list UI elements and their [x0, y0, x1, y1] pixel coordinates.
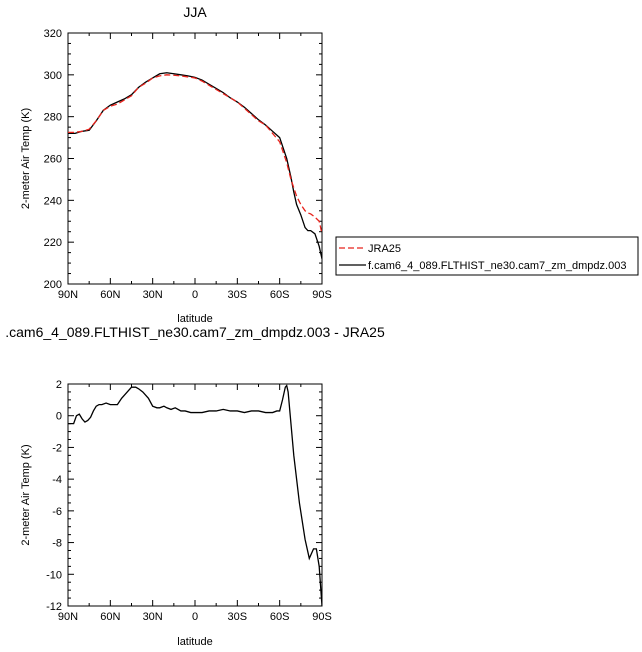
legend-entry: f.cam6_4_089.FLTHIST_ne30.cam7_zm_dmpdz.… [368, 260, 626, 272]
x-tick-label: 30N [143, 611, 163, 623]
x-tick-label: 0 [192, 289, 198, 301]
x-tick-label: 30S [228, 611, 248, 623]
y-tick-label: -4 [52, 474, 62, 486]
x-tick-label: 90N [58, 611, 78, 623]
y-axis-label: 2-meter Air Temp (K) [20, 444, 32, 545]
x-tick-label: 60S [270, 611, 290, 623]
x-tick-label: 60S [270, 289, 290, 301]
plot-frame [67, 32, 323, 285]
panel-2: .cam6_4_089.FLTHIST_ne30.cam7_zm_dmpdz.0… [5, 324, 385, 648]
y-tick-label: -2 [52, 442, 62, 454]
y-tick-label: -10 [46, 569, 62, 581]
plot-frame [67, 383, 323, 607]
y-tick-label: -12 [46, 601, 62, 613]
x-tick-label: 60N [100, 611, 120, 623]
x-tick-label: 90S [312, 289, 332, 301]
series-line-1 [68, 384, 322, 606]
panel-1: JJA 90N 60N 30N 0 30S 60S 90S 200 220 240 260 280 300… [20, 4, 639, 325]
x-tick-label: 0 [192, 611, 198, 623]
y-tick-label: 240 [44, 195, 62, 207]
y-tick-label: 0 [56, 411, 62, 423]
x-axis-label: latitude [177, 313, 212, 325]
x-tick-label: 30N [143, 289, 163, 301]
y-tick-label: 300 [44, 70, 62, 82]
y-tick-label: 280 [44, 112, 62, 124]
chart-title: .cam6_4_089.FLTHIST_ne30.cam7_zm_dmpdz.0… [5, 324, 385, 340]
x-tick-label: 60N [100, 289, 120, 301]
y-tick-label: -8 [52, 538, 62, 550]
chart-title: JJA [183, 4, 207, 20]
y-tick-label: 200 [44, 279, 62, 291]
y-tick-label: 2 [56, 379, 62, 391]
legend-box [335, 236, 639, 276]
x-tick-label: 90S [312, 611, 332, 623]
legend-entry: JRA25 [368, 243, 401, 255]
series-line-2 [68, 72, 322, 260]
y-tick-label: 220 [44, 237, 62, 249]
x-tick-label: 30S [228, 289, 248, 301]
legend: JRA25 f.cam6_4_089.FLTHIST_ne30.cam7_zm_d… [335, 236, 639, 276]
y-tick-label: 320 [44, 28, 62, 40]
y-axis-label: 2-meter Air Temp (K) [20, 108, 32, 209]
x-tick-label: 90N [58, 289, 78, 301]
y-tick-label: 260 [44, 154, 62, 166]
series-line-1 [68, 74, 322, 234]
x-axis-label: latitude [177, 636, 212, 648]
y-tick-label: -6 [52, 506, 62, 518]
